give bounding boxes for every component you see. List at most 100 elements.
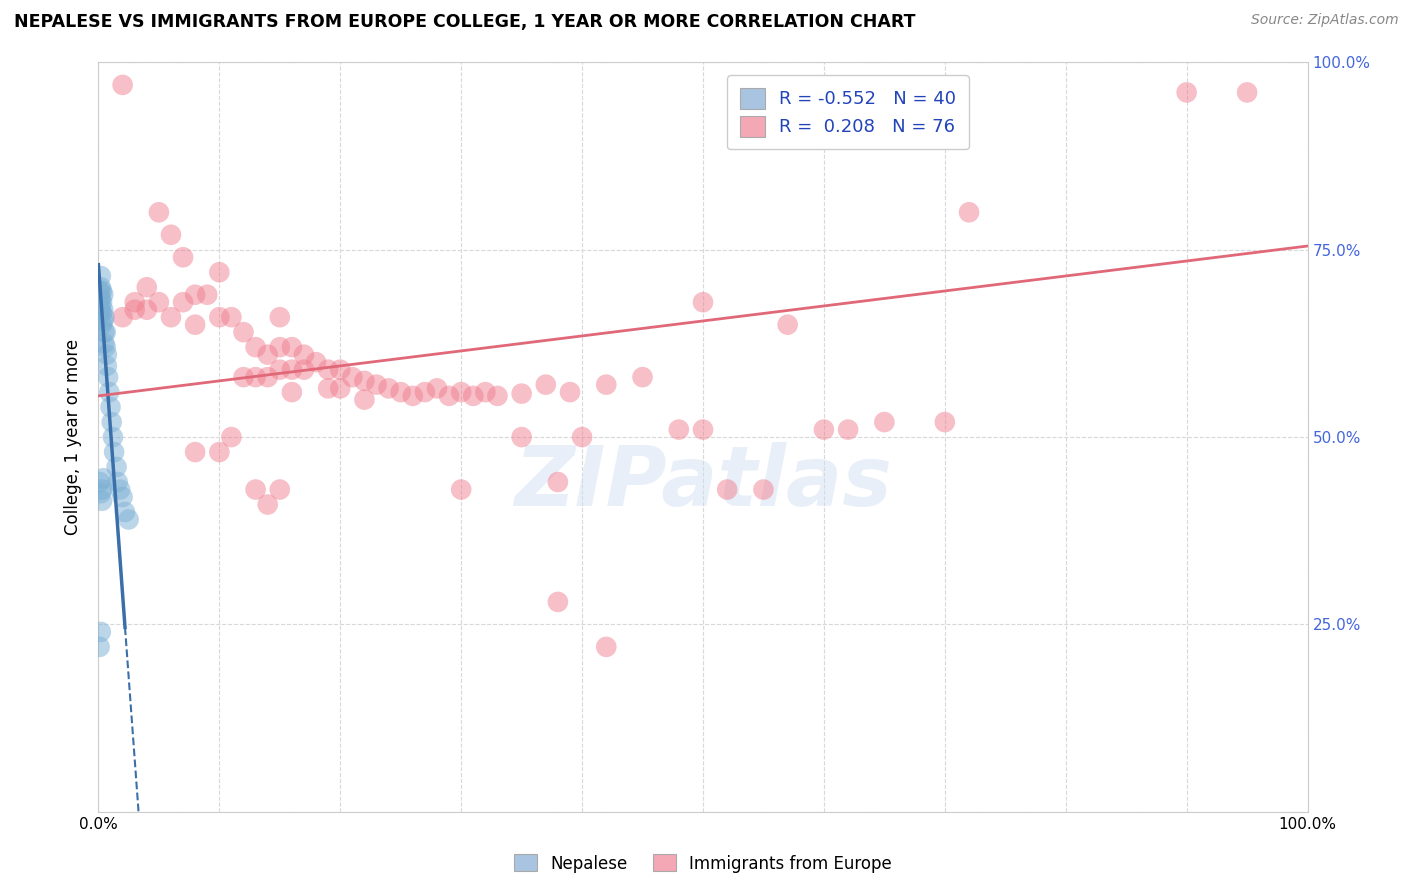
Point: [510, 386, 533, 401]
Point: [96, 359, 118, 373]
Point: [93, 336, 115, 351]
Point: [245, 370, 267, 384]
Point: [595, 377, 617, 392]
Point: [389, 385, 412, 400]
Point: [426, 381, 449, 395]
Point: [474, 385, 496, 400]
Point: [172, 250, 194, 264]
Point: [281, 340, 304, 354]
Point: [91, 471, 114, 485]
Point: [342, 370, 364, 384]
Point: [124, 295, 146, 310]
Point: [208, 310, 231, 325]
Point: [91, 483, 114, 497]
Point: [91, 318, 114, 332]
Point: [184, 287, 207, 301]
Point: [91, 314, 114, 328]
Point: [184, 318, 207, 332]
Point: [108, 483, 131, 497]
Point: [281, 385, 304, 400]
Text: NEPALESE VS IMMIGRANTS FROM EUROPE COLLEGE, 1 YEAR OR MORE CORRELATION CHART: NEPALESE VS IMMIGRANTS FROM EUROPE COLLE…: [14, 13, 915, 31]
Point: [89, 640, 111, 654]
Point: [91, 284, 114, 298]
Point: [245, 483, 267, 497]
Point: [96, 348, 118, 362]
Point: [91, 306, 114, 320]
Point: [631, 370, 654, 384]
Point: [957, 205, 980, 219]
Point: [269, 310, 291, 325]
Point: [256, 348, 278, 362]
Point: [97, 370, 120, 384]
Point: [93, 310, 115, 325]
Point: [776, 318, 799, 332]
Point: [111, 310, 134, 325]
Point: [208, 265, 231, 279]
Point: [148, 205, 170, 219]
Point: [114, 505, 136, 519]
Point: [221, 310, 243, 325]
Point: [269, 362, 291, 376]
Point: [111, 490, 134, 504]
Point: [413, 385, 436, 400]
Point: [91, 295, 114, 310]
Point: [692, 423, 714, 437]
Point: [281, 362, 304, 376]
Point: [316, 362, 339, 376]
Point: [172, 295, 194, 310]
Point: [208, 445, 231, 459]
Point: [89, 306, 111, 320]
Point: [101, 430, 124, 444]
Point: [692, 295, 714, 310]
Point: [450, 483, 472, 497]
Legend: R = -0.552   N = 40, R =  0.208   N = 76: R = -0.552 N = 40, R = 0.208 N = 76: [727, 75, 969, 150]
Point: [232, 370, 254, 384]
Point: [118, 512, 141, 526]
Point: [221, 430, 243, 444]
Point: [329, 381, 352, 395]
Point: [90, 624, 112, 639]
Point: [547, 475, 569, 489]
Point: [329, 362, 352, 376]
Point: [402, 389, 425, 403]
Point: [91, 302, 114, 317]
Point: [269, 483, 291, 497]
Point: [377, 381, 399, 395]
Point: [486, 389, 509, 403]
Legend: Nepalese, Immigrants from Europe: Nepalese, Immigrants from Europe: [508, 847, 898, 880]
Point: [135, 280, 157, 294]
Point: [100, 415, 122, 429]
Point: [184, 445, 207, 459]
Point: [100, 400, 122, 414]
Point: [91, 493, 114, 508]
Point: [232, 325, 254, 339]
Point: [547, 595, 569, 609]
Point: [668, 423, 690, 437]
Point: [105, 460, 128, 475]
Point: [148, 295, 170, 310]
Point: [91, 287, 114, 301]
Point: [269, 340, 291, 354]
Point: [873, 415, 896, 429]
Point: [90, 280, 112, 294]
Point: [90, 292, 112, 306]
Point: [837, 423, 859, 437]
Point: [366, 377, 388, 392]
Point: [111, 78, 134, 92]
Point: [353, 374, 375, 388]
Point: [595, 640, 617, 654]
Point: [98, 385, 121, 400]
Point: [107, 475, 129, 489]
Point: [934, 415, 956, 429]
Point: [1175, 86, 1198, 100]
Text: Source: ZipAtlas.com: Source: ZipAtlas.com: [1251, 13, 1399, 28]
Point: [571, 430, 593, 444]
Point: [245, 340, 267, 354]
Point: [716, 483, 738, 497]
Y-axis label: College, 1 year or more: College, 1 year or more: [65, 339, 83, 535]
Point: [93, 325, 115, 339]
Text: ZIPatlas: ZIPatlas: [515, 442, 891, 523]
Point: [813, 423, 835, 437]
Point: [94, 340, 117, 354]
Point: [305, 355, 328, 369]
